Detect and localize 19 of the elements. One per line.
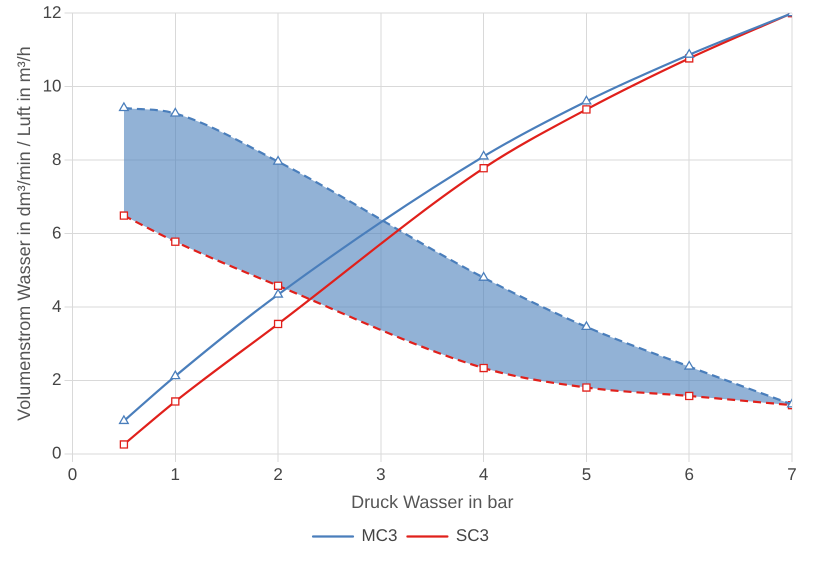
y-tick-label: 10: [42, 76, 62, 96]
x-tick-label: 0: [68, 464, 78, 484]
x-tick-label: 2: [273, 464, 283, 484]
y-tick-label: 6: [52, 223, 62, 242]
x-tick-label: 4: [478, 464, 488, 484]
y-tick-label: 2: [52, 370, 62, 390]
x-tick-label: 5: [582, 464, 592, 484]
x-tick-label: 1: [170, 464, 180, 484]
x-tick-label: 3: [376, 464, 386, 484]
y-tick-label: 4: [52, 296, 62, 316]
x-tick-label: 7: [787, 464, 797, 484]
legend-label: MC3: [362, 526, 398, 546]
x-axis-title: Druck Wasser in bar: [351, 492, 514, 512]
y-tick-label: 8: [52, 150, 62, 169]
legend-label: SC3: [456, 526, 489, 546]
y-tick-label: 12: [42, 2, 62, 22]
y-axis-title: Volumenstrom Wasser in dm³/min / Luft in m³/h: [14, 46, 34, 421]
y-tick-label: 0: [52, 444, 62, 463]
x-tick-label: 6: [684, 464, 694, 484]
